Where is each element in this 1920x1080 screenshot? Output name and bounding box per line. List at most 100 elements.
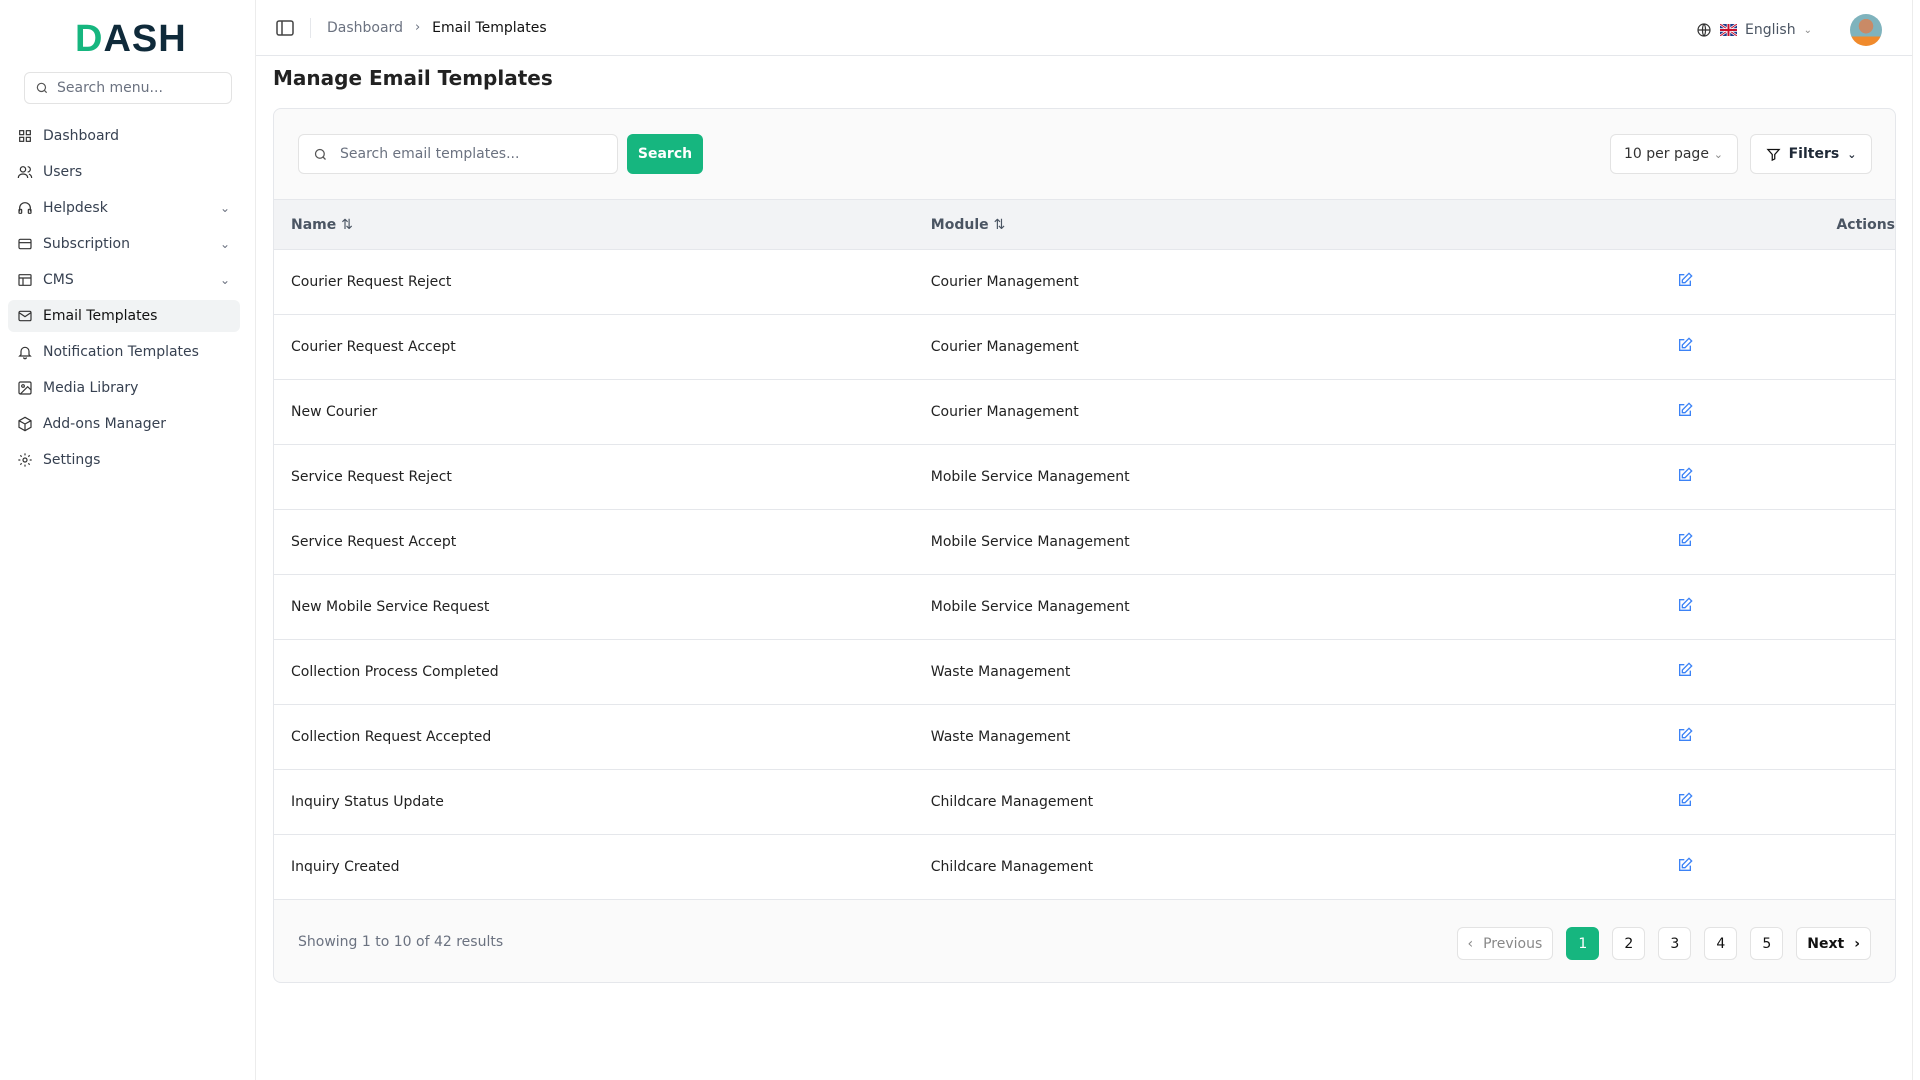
edit-icon[interactable] xyxy=(1677,337,1693,353)
sidebar-item-users[interactable]: Users xyxy=(8,156,240,188)
bell-icon xyxy=(18,346,32,360)
template-module: Childcare Management xyxy=(930,834,1534,900)
filter-icon xyxy=(1766,148,1781,161)
sidebar-item-label: Helpdesk xyxy=(43,200,108,216)
search-icon xyxy=(36,82,48,94)
edit-icon[interactable] xyxy=(1677,662,1693,678)
divider xyxy=(1912,0,1913,1080)
sort-icon[interactable]: ⇅ xyxy=(341,216,353,233)
layout-icon xyxy=(18,274,32,286)
page-button-1[interactable]: 1 xyxy=(1566,927,1600,960)
template-name: Inquiry Created xyxy=(274,834,931,900)
sidebar-item-dashboard[interactable]: Dashboard xyxy=(8,120,240,152)
edit-icon[interactable] xyxy=(1677,402,1693,418)
edit-icon[interactable] xyxy=(1677,467,1693,483)
table-row: Courier Request Reject Courier Management xyxy=(274,249,1895,315)
sidebar-item-settings[interactable]: Settings xyxy=(8,444,240,476)
sidebar-item-email-templates[interactable]: Email Templates xyxy=(8,300,240,332)
template-module: Courier Management xyxy=(930,314,1534,380)
column-header-name[interactable]: Name ⇅ xyxy=(274,199,931,250)
sort-icon[interactable]: ⇅ xyxy=(993,216,1006,233)
template-search-input[interactable]: Search email templates... xyxy=(298,134,618,174)
user-avatar[interactable] xyxy=(1850,14,1882,46)
table-row: Service Request Reject Mobile Service Man… xyxy=(274,444,1895,510)
sidebar-item-label: Media Library xyxy=(43,380,139,396)
sidebar-item-label: Add-ons Manager xyxy=(43,416,166,432)
edit-icon[interactable] xyxy=(1677,727,1693,743)
mail-icon xyxy=(18,310,32,322)
sidebar-item-label: Notification Templates xyxy=(43,344,199,360)
sidebar-toggle-icon[interactable] xyxy=(276,19,294,36)
templates-table: Name ⇅ Module ⇅ Actions Courier Request … xyxy=(274,199,1895,900)
template-module: Mobile Service Management xyxy=(930,444,1534,510)
template-name: Courier Request Reject xyxy=(274,249,931,315)
per-page-select[interactable]: 10 per page ⌄ xyxy=(1610,134,1738,174)
edit-icon[interactable] xyxy=(1677,272,1693,288)
language-selector[interactable]: English xyxy=(1745,22,1796,38)
logo[interactable]: DASH xyxy=(75,18,187,60)
credit-card-icon xyxy=(18,238,32,250)
sidebar-item-label: Subscription xyxy=(43,236,130,252)
sidebar-item-notification-templates[interactable]: Notification Templates xyxy=(8,336,240,368)
template-name: Collection Request Accepted xyxy=(274,704,931,770)
template-module: Mobile Service Management xyxy=(930,509,1534,575)
column-header-module[interactable]: Module ⇅ xyxy=(930,199,1534,250)
sidebar: DASH Search menu... Dashboard Users Helpde… xyxy=(0,0,256,1080)
sidebar-item-label: Dashboard xyxy=(43,128,119,144)
chevron-down-icon: ⌄ xyxy=(1847,147,1857,161)
chevron-down-icon[interactable]: ⌄ xyxy=(219,273,230,287)
sidebar-item-add-ons-manager[interactable]: Add-ons Manager xyxy=(8,408,240,440)
edit-icon[interactable] xyxy=(1677,597,1693,613)
headphones-icon xyxy=(18,202,32,214)
chevron-left-icon: ‹ xyxy=(1467,935,1474,952)
sidebar-item-cms[interactable]: CMS ⌄ xyxy=(8,264,240,296)
sidebar-item-subscription[interactable]: Subscription ⌄ xyxy=(8,228,240,260)
uk-flag-icon xyxy=(1720,24,1738,36)
table-row: New Courier Courier Management xyxy=(274,379,1895,445)
chevron-right-icon: › xyxy=(1854,935,1860,952)
template-name: Inquiry Status Update xyxy=(274,769,931,835)
users-icon xyxy=(17,166,33,179)
divider xyxy=(310,17,311,38)
template-module: Mobile Service Management xyxy=(930,574,1534,640)
template-module: Waste Management xyxy=(930,704,1534,770)
chevron-down-icon[interactable]: ⌄ xyxy=(219,201,230,215)
sidebar-item-label: Settings xyxy=(43,452,101,468)
template-module: Waste Management xyxy=(930,639,1534,705)
page-button-3[interactable]: 3 xyxy=(1658,927,1692,960)
top-header: Dashboard › Email Templates English ⌄ xyxy=(256,0,1912,56)
gear-icon xyxy=(18,453,32,467)
page-button-2[interactable]: 2 xyxy=(1612,927,1646,960)
template-name: New Mobile Service Request xyxy=(274,574,931,640)
chevron-right-icon: › xyxy=(414,20,421,35)
table-row: Collection Process Completed Waste Manage… xyxy=(274,639,1895,705)
sidebar-item-label: Email Templates xyxy=(43,308,158,324)
table-row: Inquiry Status Update Childcare Managemen… xyxy=(274,769,1895,835)
previous-page-button[interactable]: ‹ Previous xyxy=(1456,927,1554,960)
sidebar-search-input[interactable]: Search menu... xyxy=(24,72,232,104)
template-name: New Courier xyxy=(274,379,931,445)
edit-icon[interactable] xyxy=(1677,532,1693,548)
filters-button[interactable]: Filters ⌄ xyxy=(1750,134,1872,174)
page-button-4[interactable]: 4 xyxy=(1704,927,1738,960)
sidebar-item-label: Users xyxy=(43,164,83,180)
table-row: Inquiry Created Childcare Management xyxy=(274,834,1895,900)
chevron-down-icon: ⌄ xyxy=(1803,24,1812,36)
sidebar-item-helpdesk[interactable]: Helpdesk ⌄ xyxy=(8,192,240,224)
edit-icon[interactable] xyxy=(1677,792,1693,808)
next-page-button[interactable]: Next › xyxy=(1796,927,1871,960)
templates-card: Search email templates... Search 10 per … xyxy=(273,108,1896,983)
template-name: Service Request Accept xyxy=(274,509,931,575)
image-icon xyxy=(18,381,32,395)
page-button-5[interactable]: 5 xyxy=(1750,927,1784,960)
edit-icon[interactable] xyxy=(1677,857,1693,873)
chevron-down-icon[interactable]: ⌄ xyxy=(219,237,230,251)
breadcrumb-dashboard[interactable]: Dashboard xyxy=(327,19,403,36)
breadcrumb-current: Email Templates xyxy=(432,19,547,36)
sidebar-item-media-library[interactable]: Media Library xyxy=(8,372,240,404)
search-button[interactable]: Search xyxy=(627,134,703,174)
table-row: Courier Request Accept Courier Management xyxy=(274,314,1895,380)
grid-icon xyxy=(19,130,31,142)
column-header-actions: Actions xyxy=(1533,199,1895,250)
search-icon xyxy=(314,148,326,160)
